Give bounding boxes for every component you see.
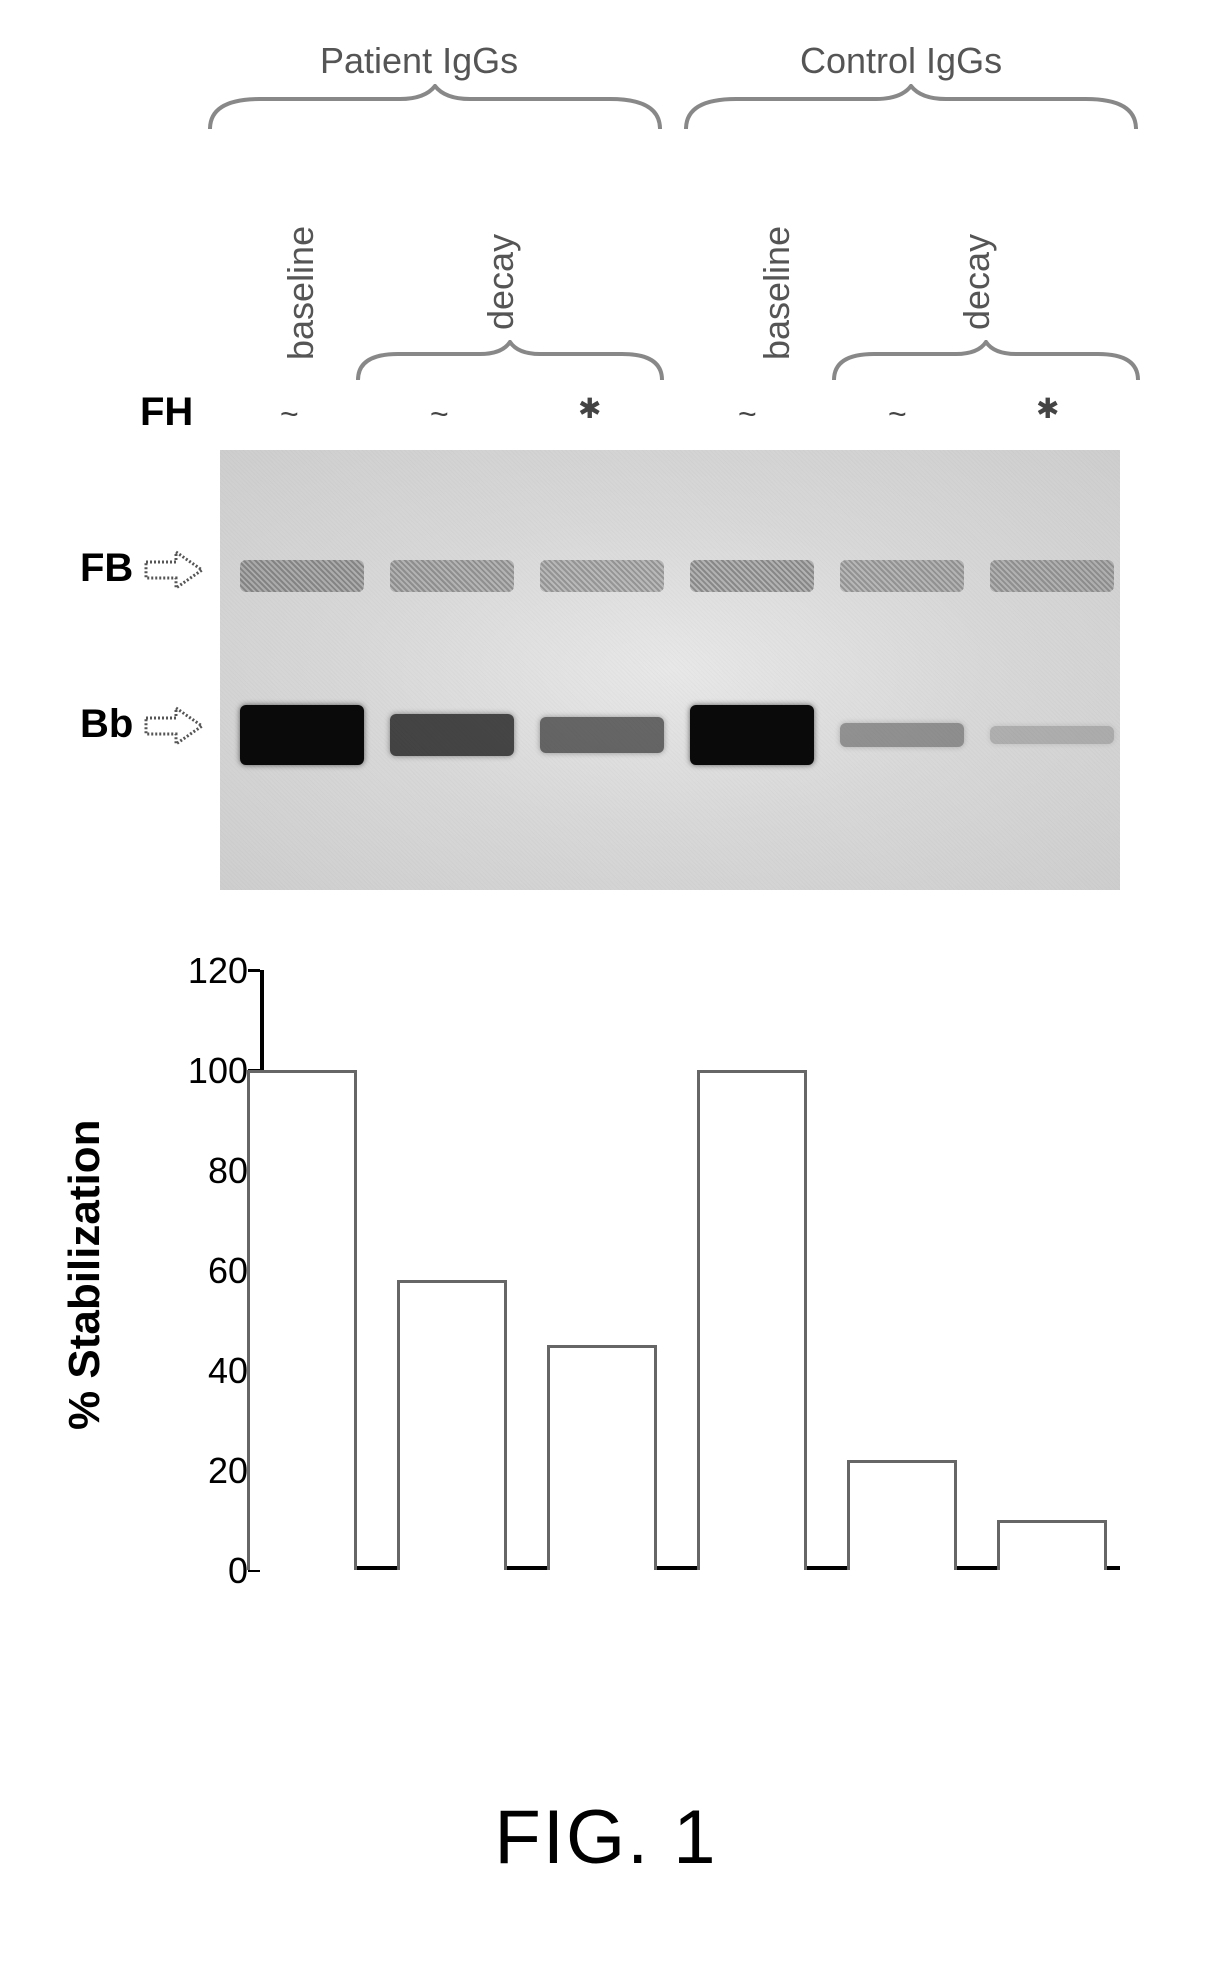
ytick-label: 100 xyxy=(176,1050,248,1092)
ytick-label: 40 xyxy=(176,1350,248,1392)
bar xyxy=(847,1460,957,1570)
bar xyxy=(547,1345,657,1570)
gel-lane xyxy=(682,450,822,890)
bb-text: Bb xyxy=(80,702,133,746)
fb-row-label: FB xyxy=(80,546,204,591)
control-iggs-label: Control IgGs xyxy=(800,40,1002,82)
ytick-label: 60 xyxy=(176,1250,248,1292)
fb-band xyxy=(540,560,664,592)
gel-lane xyxy=(832,450,972,890)
top-annotation-area: Patient IgGs Control IgGs baseline decay… xyxy=(220,40,1140,390)
gel-lane xyxy=(382,450,522,890)
baseline-label-2: baseline xyxy=(756,226,798,360)
patient-iggs-label: Patient IgGs xyxy=(320,40,518,82)
gel-lane xyxy=(982,450,1122,890)
fh-mark-1: ~ xyxy=(280,396,299,433)
gel-image: FB Bb xyxy=(80,450,1140,910)
fb-band xyxy=(240,560,364,592)
y-axis-label: % Stabilization xyxy=(60,1120,110,1430)
bb-band xyxy=(240,705,364,765)
fb-band xyxy=(390,560,514,592)
fb-text: FB xyxy=(80,546,133,590)
arrow-icon xyxy=(144,706,204,746)
figure-caption: FIG. 1 xyxy=(0,1794,1212,1881)
fh-mark-5: ~ xyxy=(888,396,907,433)
plot-area xyxy=(260,970,1120,1570)
brace-patient xyxy=(200,84,670,134)
bar xyxy=(697,1070,807,1570)
brace-decay-2 xyxy=(826,340,1146,384)
figure-1: Patient IgGs Control IgGs baseline decay… xyxy=(80,40,1140,1620)
fh-label: FH xyxy=(140,390,193,435)
ytick-label: 80 xyxy=(176,1150,248,1192)
bb-band xyxy=(540,717,664,752)
bar xyxy=(247,1070,357,1570)
decay-label-2: decay xyxy=(956,234,998,330)
x-axis xyxy=(260,1566,1120,1570)
bb-band xyxy=(840,723,964,748)
ytick-label: 120 xyxy=(176,950,248,992)
arrow-icon xyxy=(144,550,204,590)
fh-mark-6: ✱ xyxy=(1036,392,1059,425)
baseline-label-1: baseline xyxy=(280,226,322,360)
bar xyxy=(997,1520,1107,1570)
fb-band xyxy=(840,560,964,592)
bb-band xyxy=(690,705,814,765)
fh-row: FH ~ ~ ✱ ~ ~ ✱ xyxy=(80,390,1140,440)
ytick-label: 0 xyxy=(176,1550,248,1592)
fh-mark-2: ~ xyxy=(430,396,449,433)
bar xyxy=(397,1280,507,1570)
ytick-label: 20 xyxy=(176,1450,248,1492)
bb-band xyxy=(390,714,514,756)
fb-band xyxy=(690,560,814,592)
brace-decay-1 xyxy=(350,340,670,384)
fb-band xyxy=(990,560,1114,592)
bar-chart: % Stabilization 020406080100120 xyxy=(80,960,1140,1620)
gel-lane xyxy=(232,450,372,890)
fh-mark-4: ~ xyxy=(738,396,757,433)
gel-lane xyxy=(532,450,672,890)
bb-row-label: Bb xyxy=(80,702,204,747)
decay-label-1: decay xyxy=(480,234,522,330)
bb-band xyxy=(990,726,1114,743)
fh-mark-3: ✱ xyxy=(578,392,601,425)
ytick xyxy=(248,969,260,972)
brace-control xyxy=(676,84,1146,134)
